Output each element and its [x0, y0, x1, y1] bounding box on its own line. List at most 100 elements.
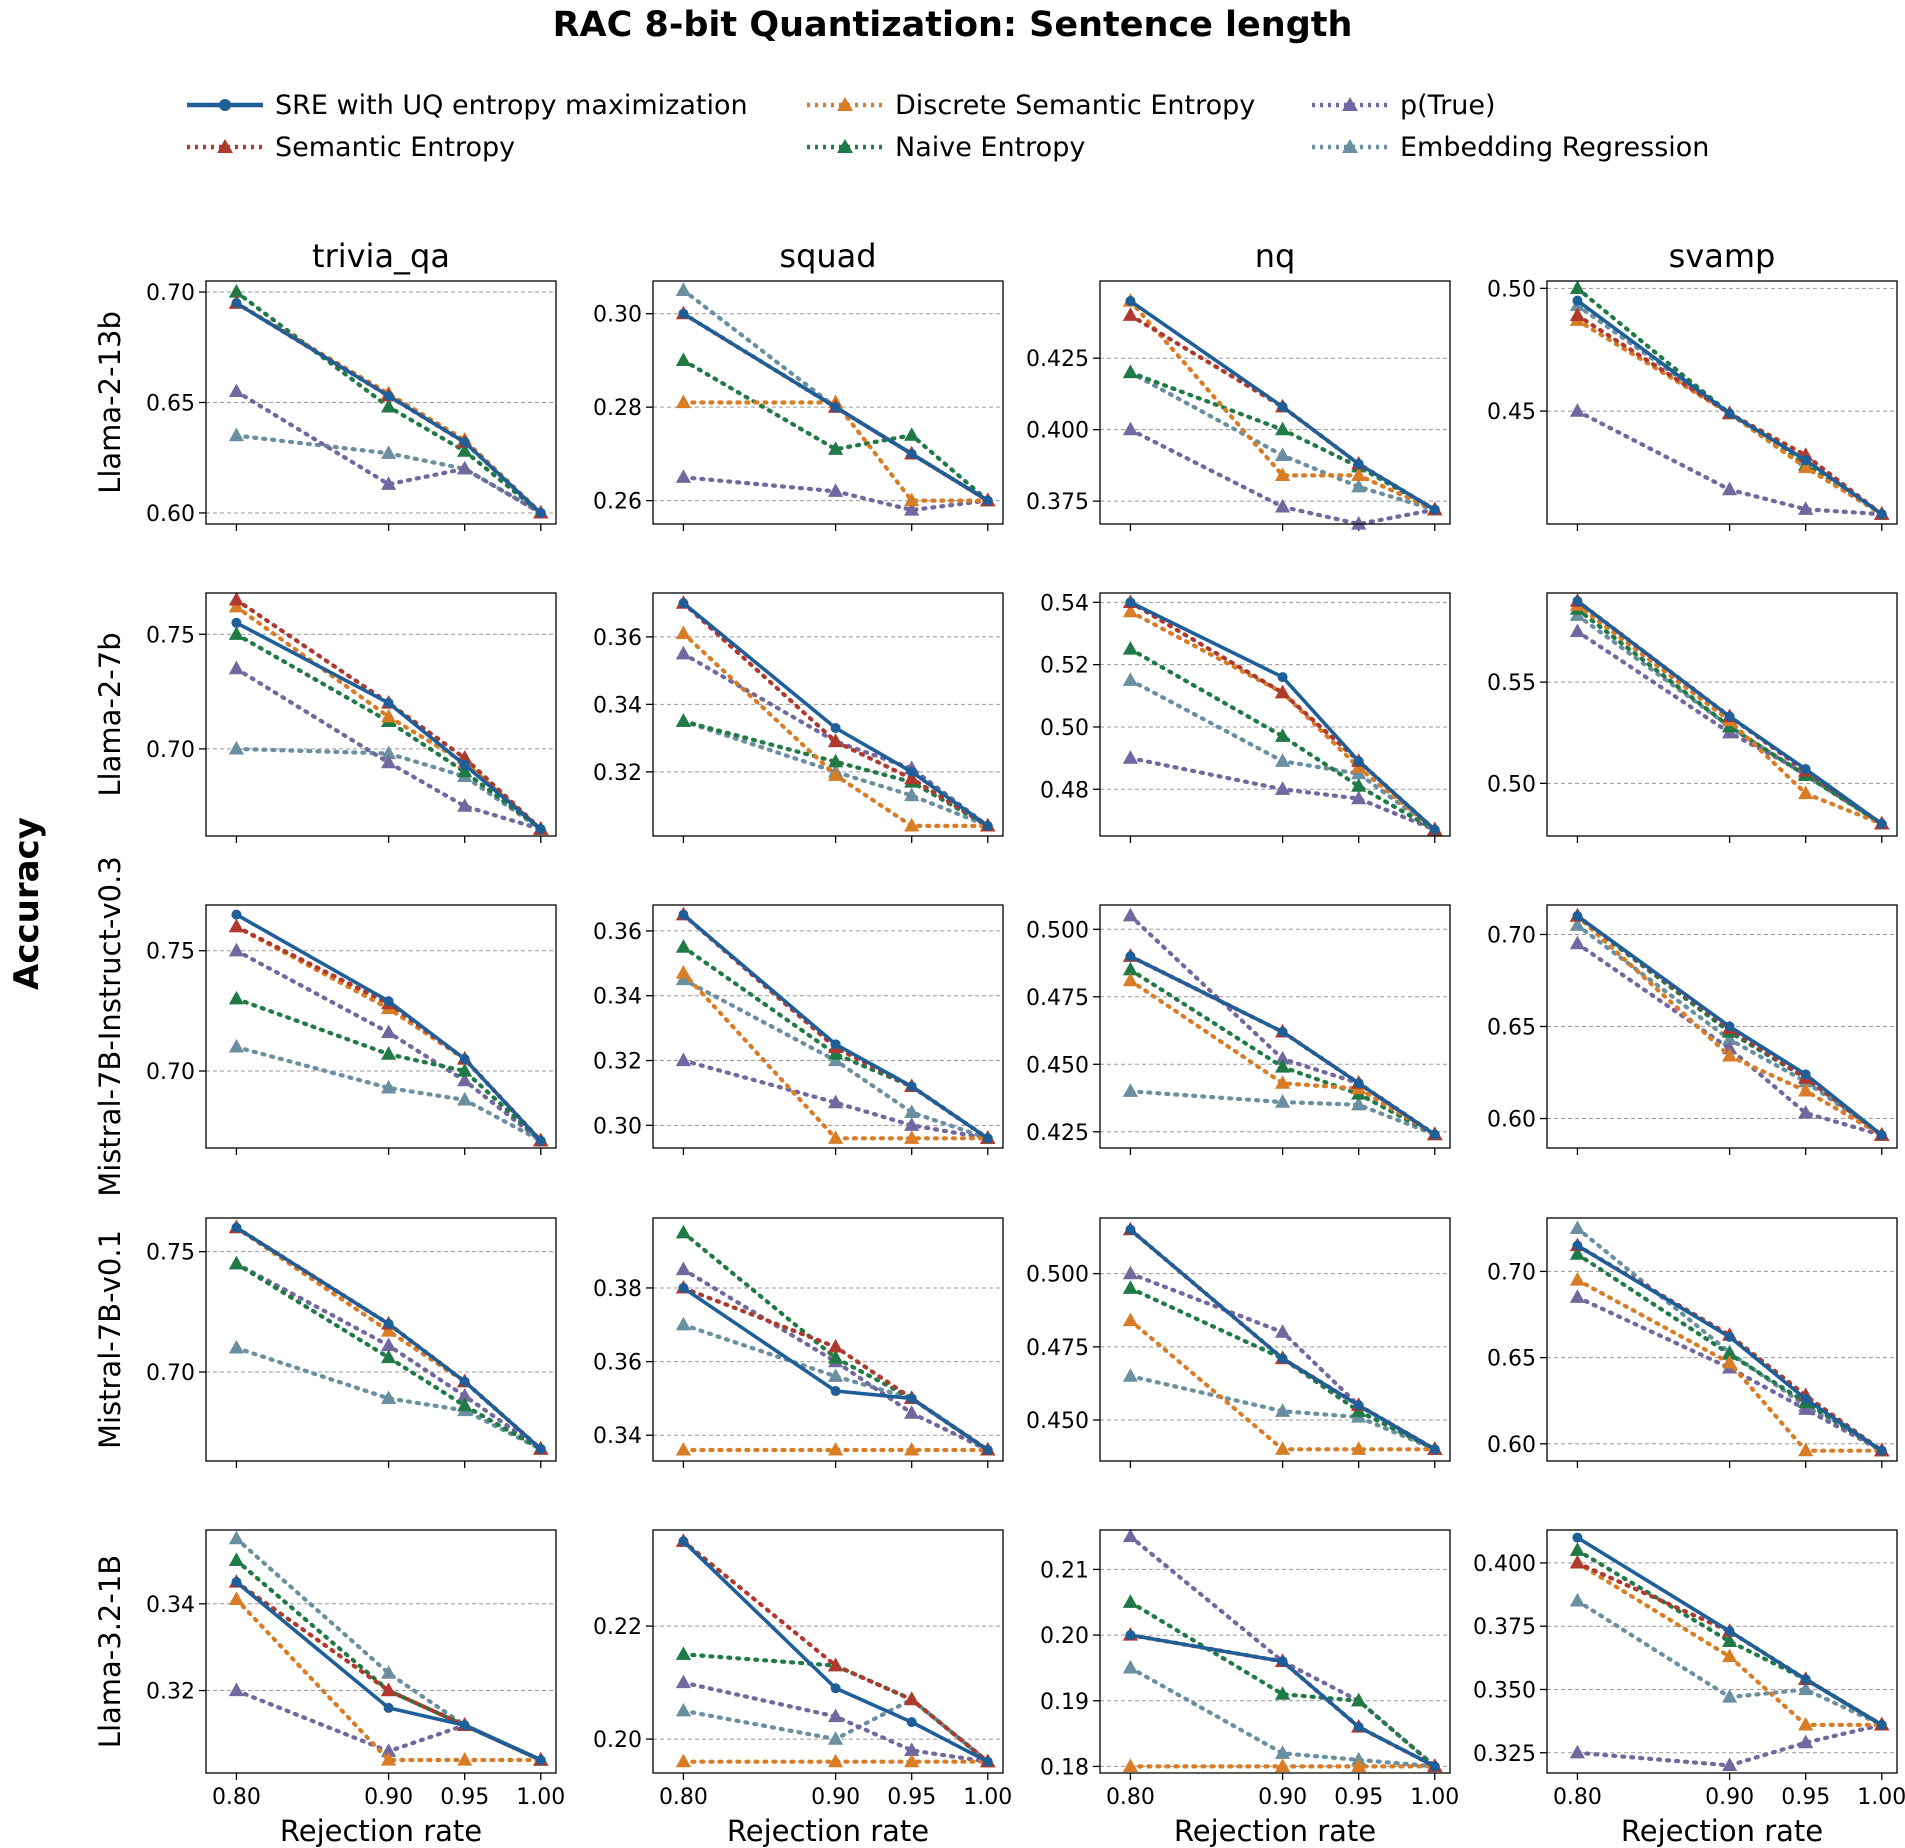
point-dse-1	[828, 1441, 844, 1456]
point-sre-3	[982, 820, 993, 831]
point-se-2	[904, 770, 920, 785]
point-sre-0	[678, 598, 689, 609]
point-ne-0	[1122, 364, 1139, 379]
axes-frame	[1099, 1529, 1451, 1774]
point-sre-0	[1125, 1224, 1136, 1235]
point-sre-0	[1125, 1630, 1136, 1641]
y-tick-label: 0.425	[1026, 1121, 1089, 1146]
y-tick-label: 0.425	[1026, 347, 1089, 372]
point-sre-1	[383, 698, 394, 709]
series-line-sre	[681, 311, 990, 503]
y-tick-label: 0.45	[1487, 400, 1536, 425]
point-sre-0	[1572, 1240, 1583, 1251]
y-tick-label: 0.65	[1487, 1016, 1536, 1041]
point-sre-2	[1353, 1722, 1364, 1733]
point-dse-2	[904, 492, 920, 507]
series-line-sre	[681, 601, 990, 828]
panel-llama-3-2-1b-squad: 0.20 0.22 0.80 0.90 0.95 1.00 Rejection rate	[593, 1529, 1012, 1848]
point-pt-2	[904, 1742, 920, 1756]
point-er-2	[1351, 478, 1367, 493]
point-er-1	[381, 745, 397, 760]
point-sre-0	[231, 298, 242, 309]
axes-frame	[1099, 280, 1451, 525]
axes-frame	[652, 280, 1004, 525]
point-pt-0	[1122, 750, 1139, 764]
point-pt-2	[1351, 516, 1367, 530]
y-tick-label: 0.34	[593, 985, 642, 1010]
legend-label-sre: SRE with UQ entropy maximization	[275, 89, 748, 121]
series-line-se	[681, 600, 990, 829]
y-tick-label: 0.38	[593, 1277, 642, 1302]
series-line-pt	[681, 475, 990, 513]
series-line-dse	[681, 631, 990, 829]
point-dse-0	[1122, 1758, 1139, 1773]
point-sre-0	[231, 1222, 242, 1233]
point-ne-0	[675, 1224, 692, 1239]
point-sre-0	[678, 1536, 689, 1547]
series-line-pt	[1575, 409, 1884, 517]
point-ne-0	[675, 1646, 692, 1660]
point-dse-0	[675, 965, 692, 979]
point-sre-1	[383, 1318, 394, 1329]
point-sre-2	[1800, 1393, 1811, 1404]
series-line-sre	[1575, 298, 1884, 517]
point-sre-2	[906, 1081, 917, 1092]
point-ne-1	[828, 753, 844, 768]
point-sre-3	[1876, 509, 1887, 520]
point-sre-0	[1572, 295, 1583, 306]
point-se-1	[828, 1657, 844, 1672]
point-dse-0	[675, 394, 692, 409]
series-line-se	[1575, 313, 1884, 517]
point-pt-1	[828, 483, 844, 497]
point-er-1	[1722, 1689, 1738, 1703]
point-dse-2	[904, 1753, 920, 1768]
point-pt-0	[1122, 421, 1139, 436]
series-line-er	[1128, 1373, 1437, 1452]
point-sre-2	[1800, 1674, 1811, 1685]
point-er-2	[457, 1091, 473, 1106]
point-ne-2	[457, 1397, 473, 1412]
series-line-se	[234, 1579, 543, 1763]
point-sre-0	[678, 308, 689, 319]
point-sre-3	[535, 1135, 546, 1146]
series-line-dse	[1575, 913, 1884, 1138]
legend-swatch-er	[1312, 139, 1388, 153]
point-pt-2	[1351, 790, 1367, 805]
point-ne-2	[457, 763, 473, 778]
series-line-er	[681, 977, 990, 1141]
point-pt-0	[228, 1682, 245, 1697]
point-sre-1	[1277, 401, 1288, 412]
series-line-pt	[1128, 1271, 1437, 1452]
point-er-1	[1275, 447, 1291, 461]
y-tick-label: 0.65	[1487, 1347, 1536, 1372]
series-line-pt	[1128, 1534, 1437, 1769]
point-sre-0	[1572, 1532, 1583, 1543]
panel-llama-2-13b-squad: 0.26 0.28 0.30	[593, 280, 1004, 531]
series-line-dse	[1128, 1318, 1437, 1452]
point-pt-1	[1722, 1757, 1738, 1772]
x-tick-label: 0.80	[1553, 1785, 1602, 1810]
point-pt-0	[675, 1261, 692, 1276]
legend: SRE with UQ entropy maximization Semanti…	[185, 85, 1745, 165]
point-se-2	[904, 1691, 920, 1706]
point-sre-1	[1724, 1021, 1735, 1032]
point-sre-2	[1353, 1078, 1364, 1089]
y-tick-label: 0.375	[1026, 490, 1089, 515]
point-sre-2	[1800, 455, 1811, 466]
point-ne-0	[1122, 961, 1139, 976]
axes-frame	[205, 1217, 557, 1462]
point-ne-1	[1722, 1633, 1738, 1647]
point-se-1	[828, 1338, 844, 1353]
point-sre-0	[1125, 597, 1136, 608]
series-line-ne	[1128, 967, 1437, 1137]
x-tick-label: 0.95	[440, 1785, 489, 1810]
series-line-er	[1575, 1598, 1884, 1728]
point-sre-3	[1876, 818, 1887, 829]
point-pt-0	[675, 1052, 692, 1067]
row-label-mistral-7b-instruct-v0-3: Mistral-7B-Instruct-v0.3	[93, 856, 127, 1197]
series-line-ne	[234, 1558, 543, 1763]
series-line-sre	[681, 1539, 990, 1764]
point-er-1	[1722, 1031, 1738, 1045]
y-tick-label: 0.21	[1040, 1558, 1089, 1583]
